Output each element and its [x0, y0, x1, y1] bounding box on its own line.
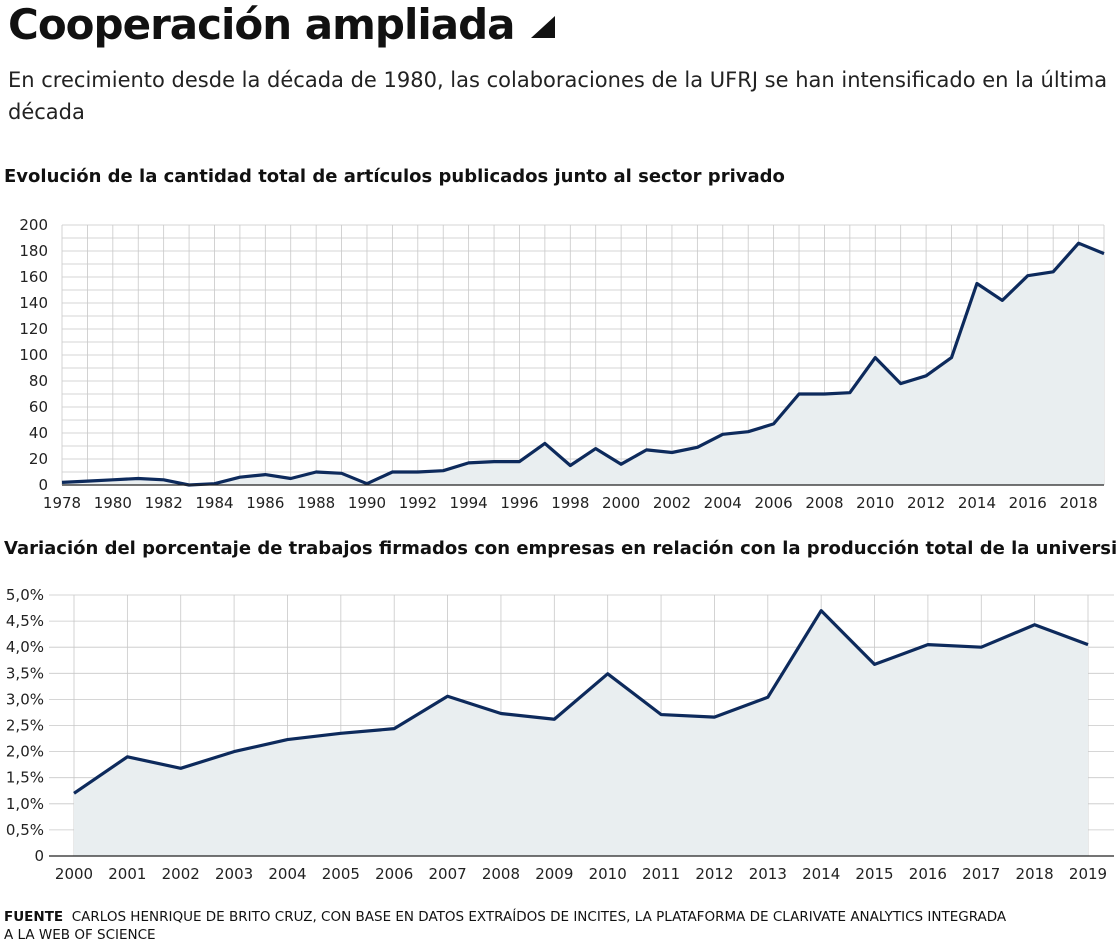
y-tick-label: 2,5%	[6, 717, 44, 735]
chart2-title: Variación del porcentaje de trabajos fir…	[4, 538, 1117, 559]
x-tick-label: 2010	[589, 865, 627, 883]
series-area	[62, 243, 1104, 485]
x-tick-label: 2006	[755, 494, 793, 512]
x-tick-label: 2017	[962, 865, 1000, 883]
x-tick-label: 1988	[297, 494, 335, 512]
x-tick-label: 2005	[322, 865, 360, 883]
triangle-marker-icon	[531, 16, 555, 38]
y-tick-label: 200	[19, 216, 48, 234]
y-tick-label: 20	[29, 450, 48, 468]
x-tick-label: 2011	[642, 865, 680, 883]
x-tick-label: 2003	[215, 865, 253, 883]
y-tick-label: 0,5%	[6, 821, 44, 839]
y-tick-label: 120	[19, 320, 48, 338]
y-tick-label: 60	[29, 398, 48, 416]
series-line	[73, 609, 1089, 795]
y-tick-label: 0	[38, 476, 48, 494]
y-tick-label: 3,0%	[6, 690, 44, 708]
x-tick-label: 1982	[145, 494, 183, 512]
y-tick-label: 2,0%	[6, 743, 44, 761]
x-tick-label: 2016	[909, 865, 947, 883]
x-tick-label: 2012	[695, 865, 733, 883]
x-tick-label: 1978	[43, 494, 81, 512]
x-tick-label: 1996	[500, 494, 538, 512]
x-tick-label: 1980	[94, 494, 132, 512]
x-tick-label: 1998	[551, 494, 589, 512]
x-tick-label: 1990	[348, 494, 386, 512]
x-tick-label: 2015	[855, 865, 893, 883]
x-tick-label: 2004	[704, 494, 742, 512]
y-tick-label: 3,5%	[6, 664, 44, 682]
source-note: FUENTE CARLOS HENRIQUE DE BRITO CRUZ, CO…	[4, 908, 1014, 944]
source-label: FUENTE	[4, 909, 64, 925]
x-tick-label: 2016	[1009, 494, 1047, 512]
x-tick-label: 2014	[802, 865, 840, 883]
x-tick-label: 1992	[399, 494, 437, 512]
y-tick-label: 1,5%	[6, 769, 44, 787]
x-tick-label: 2018	[1016, 865, 1054, 883]
y-tick-label: 100	[19, 346, 48, 364]
x-tick-label: 2002	[653, 494, 691, 512]
page-title: Cooperación ampliada	[8, 0, 516, 49]
x-tick-label: 2006	[375, 865, 413, 883]
x-tick-label: 2001	[108, 865, 146, 883]
x-tick-label: 2019	[1069, 865, 1107, 883]
x-tick-label: 2000	[602, 494, 640, 512]
x-tick-label: 2008	[482, 865, 520, 883]
x-tick-label: 2007	[428, 865, 466, 883]
x-tick-label: 2009	[535, 865, 573, 883]
y-tick-label: 1,0%	[6, 795, 44, 813]
y-tick-label: 180	[19, 242, 48, 260]
x-tick-label: 2014	[958, 494, 996, 512]
y-tick-label: 5,0%	[6, 586, 44, 604]
x-tick-label: 2002	[162, 865, 200, 883]
series-line	[61, 241, 1105, 487]
x-tick-label: 2000	[55, 865, 93, 883]
y-tick-label: 4,5%	[6, 612, 44, 630]
x-tick-label: 2010	[856, 494, 894, 512]
x-tick-label: 2012	[907, 494, 945, 512]
y-tick-label: 4,0%	[6, 638, 44, 656]
x-tick-label: 2004	[268, 865, 306, 883]
x-tick-label: 2018	[1059, 494, 1097, 512]
x-tick-label: 2013	[749, 865, 787, 883]
x-tick-label: 1984	[195, 494, 233, 512]
source-text: CARLOS HENRIQUE DE BRITO CRUZ, CON BASE …	[4, 909, 1007, 943]
chart1-title: Evolución de la cantidad total de artícu…	[4, 166, 785, 187]
page-subtitle: En crecimiento desde la década de 1980, …	[8, 68, 1108, 124]
series-area	[74, 610, 1088, 856]
x-tick-label: 1994	[450, 494, 488, 512]
x-tick-label: 1986	[246, 494, 284, 512]
y-tick-label: 0	[34, 847, 44, 865]
y-tick-label: 80	[29, 372, 48, 390]
y-tick-label: 160	[19, 268, 48, 286]
y-tick-label: 140	[19, 294, 48, 312]
x-tick-label: 2008	[805, 494, 843, 512]
y-tick-label: 40	[29, 424, 48, 442]
